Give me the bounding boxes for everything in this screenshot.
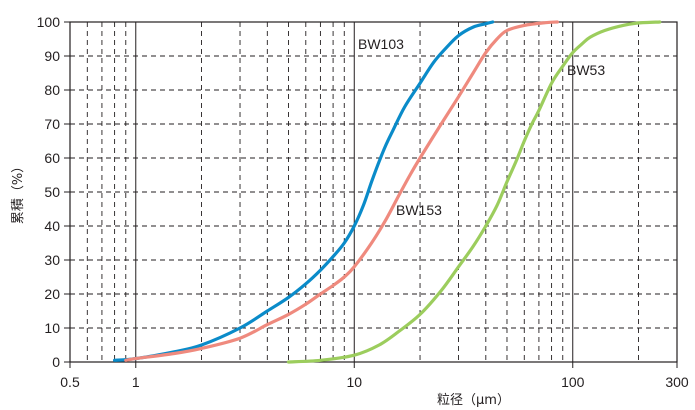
x-tick-label: 100 (561, 374, 585, 390)
series-lines (113, 20, 662, 364)
tick-labels: 0 10 20 30 40 50 60 70 80 90 100 0.5 1 10 100 300 (37, 14, 689, 390)
series-line-bw153 (124, 20, 559, 362)
series-line-bw53 (286, 20, 662, 364)
series-label-bw153: BW153 (396, 202, 442, 218)
series-line-bw103 (113, 20, 495, 362)
x-tick-label: 10 (346, 374, 362, 390)
axes (64, 21, 678, 368)
x-tick-label: 1 (132, 374, 140, 390)
y-tick-label: 60 (44, 150, 60, 166)
x-tick-label: 300 (665, 374, 689, 390)
y-tick-label: 80 (44, 82, 60, 98)
y-axis-title: 累積（%） (11, 160, 26, 224)
y-tick-label: 70 (44, 116, 60, 132)
x-tick-label: 0.5 (60, 374, 80, 390)
series-label-bw53: BW53 (567, 62, 605, 78)
y-tick-label: 10 (44, 320, 60, 336)
y-tick-label: 30 (44, 252, 60, 268)
y-tick-label: 20 (44, 286, 60, 302)
y-tick-label: 40 (44, 218, 60, 234)
y-tick-label: 0 (52, 354, 60, 370)
grid (70, 22, 677, 362)
y-tick-label: 50 (44, 184, 60, 200)
x-axis-title: 粒径（μm） (437, 393, 510, 408)
series-label-bw103: BW103 (358, 36, 404, 52)
series-labels: BW103 BW153 BW53 (358, 36, 605, 218)
y-tick-label: 90 (44, 48, 60, 64)
y-tick-label: 100 (37, 14, 61, 30)
